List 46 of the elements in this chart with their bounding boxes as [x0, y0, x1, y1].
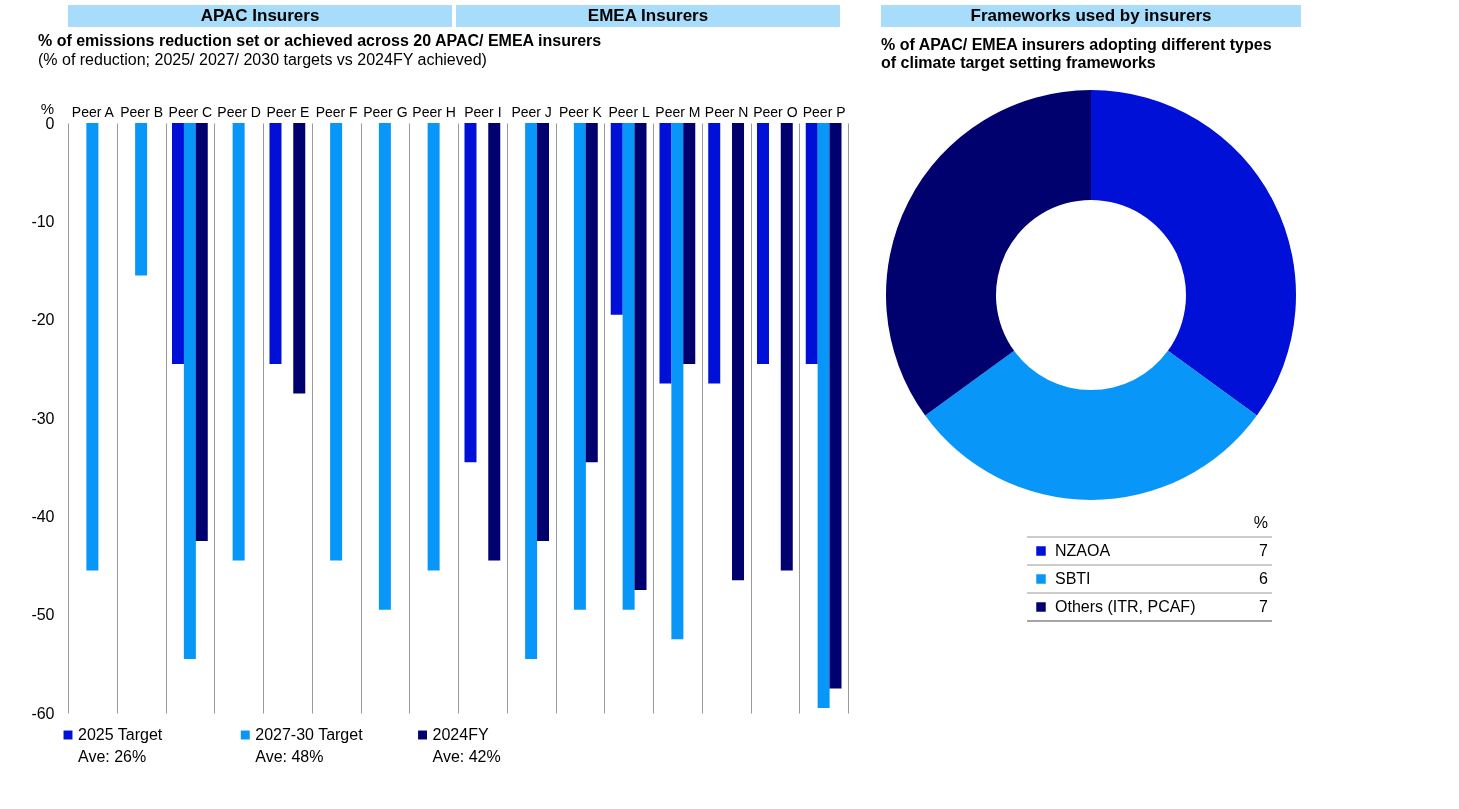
y-tick-label: 0 [45, 114, 55, 132]
legend-label: 2024FY [432, 726, 489, 743]
y-tick-label: -10 [31, 212, 55, 230]
x-tick-label: Peer G [363, 103, 408, 120]
text: EMEA Insurers [587, 6, 709, 25]
y-axis-title: % [40, 100, 54, 117]
text: Ave: 26% [78, 748, 147, 765]
text: Ave: 42% [432, 748, 501, 765]
legend-label: SBTI [1055, 570, 1091, 587]
x-tick-label: Peer E [266, 103, 310, 120]
y-tick-label: -20 [31, 311, 55, 329]
x-tick-label: Peer D [217, 103, 261, 120]
x-tick-label: Peer H [412, 103, 456, 120]
x-tick-label: Peer M [655, 103, 701, 120]
x-tick-label: Peer I [464, 103, 502, 120]
x-tick-label: Peer L [608, 103, 650, 120]
donut-slice [925, 350, 1257, 500]
chart-title: Frameworks used by insurers [970, 6, 1212, 25]
legend-label: NZAOA [1055, 542, 1111, 559]
x-tick-label: Peer O [753, 103, 798, 120]
data-label: 6 [1259, 570, 1269, 587]
legend-label: 2025 Target [78, 726, 163, 743]
y-tick-label: -50 [31, 606, 55, 624]
x-tick-label: Peer B [120, 103, 164, 120]
y-tick-label: -60 [31, 704, 55, 722]
x-tick-label: Peer P [802, 103, 846, 120]
x-tick-label: Peer J [511, 103, 552, 120]
chart-subtitle: (% of reduction; 2025/ 2027/ 2030 targets vs 2024FY achieved) [38, 51, 487, 68]
text: Ave: 48% [255, 748, 324, 765]
y-tick-label: -40 [31, 507, 55, 525]
donut-slice [886, 90, 1091, 416]
data-label: 7 [1259, 598, 1269, 615]
y-tick-label: -30 [31, 409, 55, 427]
legend-title: % [1253, 514, 1268, 531]
x-tick-label: Peer A [71, 103, 115, 120]
data-label: 7 [1259, 542, 1269, 559]
x-tick-label: Peer C [168, 103, 213, 120]
legend-label: Others (ITR, PCAF) [1055, 598, 1196, 615]
chart-title: % of emissions reduction set or achieved across 20 APAC/ EMEA insurers [38, 32, 602, 49]
x-tick-label: Peer F [315, 103, 358, 120]
x-tick-label: Peer N [704, 103, 749, 120]
donut-slice [1091, 90, 1296, 416]
text: APAC Insurers [200, 6, 320, 25]
legend-label: 2027-30 Target [255, 726, 364, 743]
x-tick-label: Peer K [558, 103, 603, 120]
chart-subtitle: % of APAC/ EMEA insurers adopting different types of climate target setting frameworks [881, 36, 1272, 71]
